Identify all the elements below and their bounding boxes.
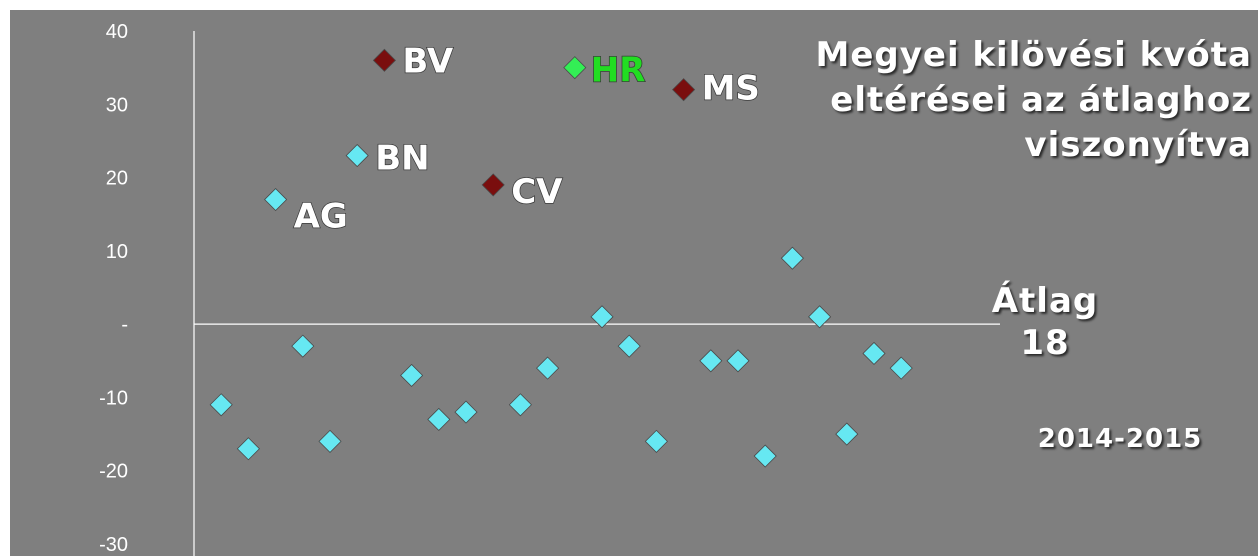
y-tick-label: 10 — [106, 241, 128, 263]
average-value: 18 — [1020, 323, 1070, 363]
chart-title: Megyei kilövési kvóta eltérései az átlag… — [792, 33, 1252, 168]
y-tick-label: 20 — [106, 168, 128, 190]
y-tick-label: 30 — [106, 94, 128, 116]
chart-title-line-3: viszonyítva — [1024, 125, 1252, 165]
data-point — [400, 363, 424, 388]
data-point — [372, 48, 396, 72]
point-label: AG — [294, 197, 348, 237]
y-tick-label: -10 — [99, 387, 128, 409]
average-annotation: Átlag 18 — [990, 280, 1100, 364]
y-tick-label: -30 — [99, 534, 128, 556]
point-label: BN — [375, 139, 429, 179]
chart-title-line-2: eltérései az átlaghoz — [830, 80, 1252, 120]
data-point — [617, 334, 641, 358]
y-tick-label: 40 — [106, 21, 128, 43]
data-point — [699, 349, 723, 373]
data-point — [291, 334, 315, 358]
data-point — [345, 144, 369, 168]
data-point — [889, 356, 913, 380]
data-point — [563, 56, 587, 80]
data-point — [753, 444, 777, 468]
data-point — [454, 400, 478, 424]
data-point — [644, 429, 668, 453]
chart-background — [10, 10, 1258, 556]
point-label: MS — [702, 69, 760, 109]
point-label: CV — [511, 172, 563, 212]
data-point — [508, 393, 532, 417]
data-point — [835, 422, 859, 446]
data-point — [672, 78, 696, 102]
data-point — [808, 305, 832, 329]
data-point — [590, 305, 614, 329]
data-point — [264, 187, 288, 212]
data-point — [862, 341, 886, 366]
chart-title-line-1: Megyei kilövési kvóta — [815, 35, 1252, 75]
data-point — [481, 173, 505, 197]
data-point — [209, 393, 233, 417]
data-point — [318, 429, 342, 453]
data-point — [780, 246, 804, 270]
y-tick-label: - — [121, 314, 128, 336]
period-label: 2014-2015 — [1037, 424, 1203, 454]
point-label: HR — [591, 51, 646, 91]
data-point — [536, 356, 560, 380]
data-point — [726, 349, 750, 373]
data-point — [236, 437, 260, 461]
y-tick-label: -20 — [99, 461, 128, 483]
point-label: BV — [402, 41, 454, 81]
average-label: Átlag — [991, 281, 1099, 321]
data-point — [427, 407, 451, 431]
